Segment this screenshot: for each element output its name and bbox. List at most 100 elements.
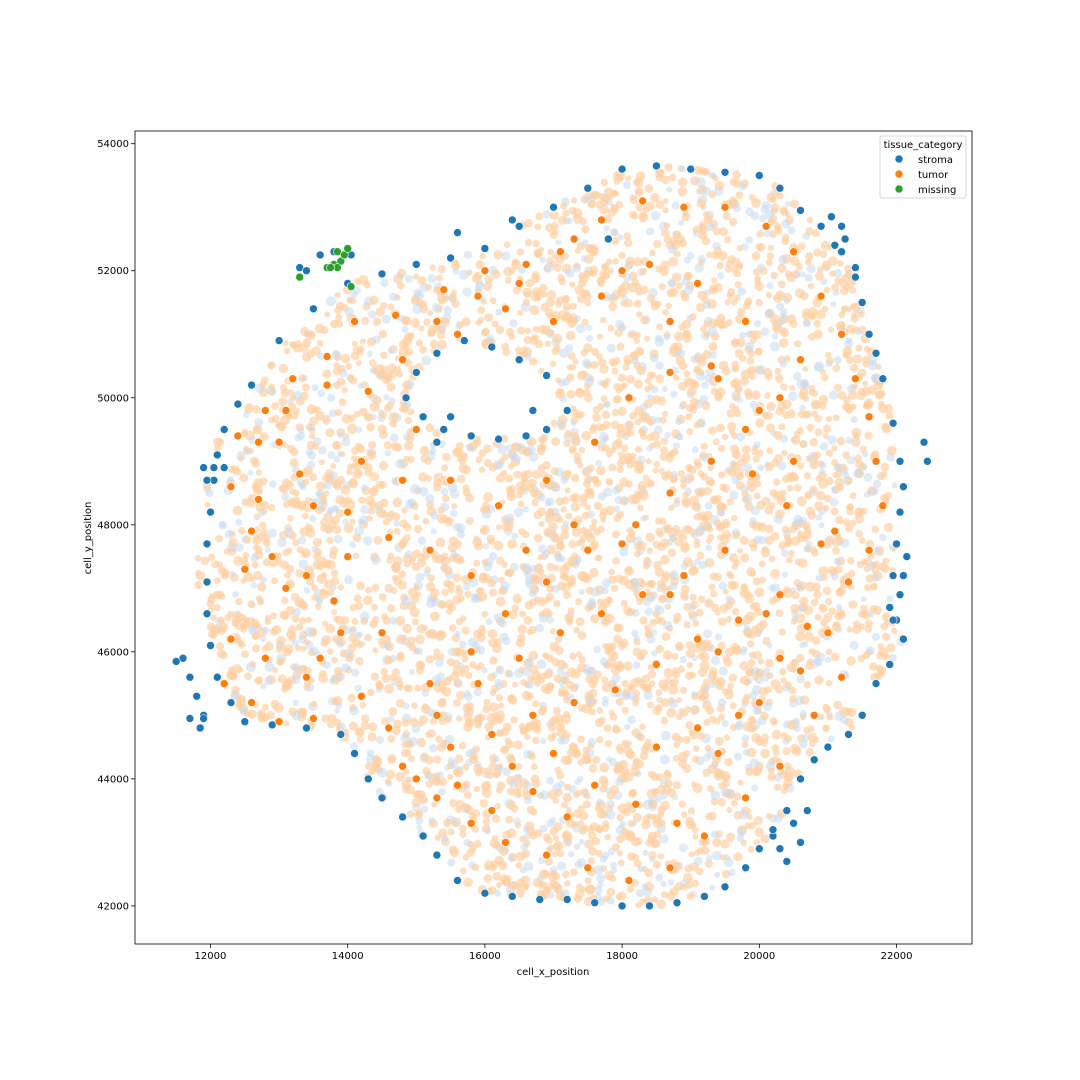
point-tumor	[871, 456, 881, 466]
point-tumor	[226, 634, 236, 644]
tissue-texture-dot	[498, 619, 507, 628]
point-stroma	[274, 336, 284, 345]
tissue-texture-dot	[637, 865, 645, 873]
tissue-texture-dot	[547, 248, 554, 256]
tissue-texture-dot	[848, 390, 858, 400]
y-tick-label: 52000	[97, 266, 129, 277]
tissue-texture-dot	[432, 428, 442, 438]
tissue-texture-dot	[707, 533, 715, 541]
tissue-texture-dot	[692, 745, 700, 752]
tissue-texture-dot	[613, 514, 622, 522]
point-tumor	[741, 793, 750, 803]
tissue-texture-dot	[321, 714, 330, 723]
tissue-texture-dot	[581, 239, 589, 247]
tissue-texture-dot	[795, 631, 806, 642]
tissue-texture-dot	[709, 884, 716, 891]
tissue-texture-dot	[677, 177, 688, 187]
tissue-texture-dot	[633, 757, 641, 766]
tissue-texture-dot	[657, 811, 665, 819]
point-tumor	[761, 609, 771, 619]
point-stroma	[202, 475, 212, 485]
tissue-texture-dot	[718, 471, 726, 479]
tissue-texture-dot	[417, 720, 424, 727]
point-tumor	[693, 279, 702, 288]
tissue-texture-dot	[768, 555, 776, 563]
tissue-texture-dot	[272, 624, 282, 635]
tissue-texture-dot	[411, 618, 419, 626]
tissue-texture-dot	[539, 705, 548, 714]
tissue-texture-dot	[751, 197, 761, 208]
point-stroma	[754, 844, 764, 854]
tissue-texture-dot	[389, 433, 399, 443]
tissue-texture-dot	[522, 287, 533, 298]
point-tumor	[549, 749, 558, 758]
tissue-texture-dot	[781, 787, 788, 795]
tissue-texture-dot	[624, 238, 633, 248]
point-tumor	[261, 653, 270, 663]
tissue-texture-dot	[701, 381, 709, 390]
tissue-texture-dot	[852, 354, 863, 364]
tissue-texture-dot	[599, 762, 610, 773]
tissue-texture-dot	[604, 834, 611, 841]
point-stroma	[514, 222, 524, 231]
tissue-texture-dot	[702, 768, 711, 777]
tissue-texture-dot	[289, 458, 299, 468]
tissue-texture-dot	[380, 498, 389, 508]
tissue-texture-dot	[799, 440, 807, 448]
tissue-texture-dot	[749, 400, 758, 410]
tissue-texture-dot	[517, 309, 524, 316]
tissue-texture-dot	[730, 581, 739, 590]
tissue-texture-dot	[680, 543, 690, 553]
tissue-texture-dot	[741, 445, 751, 454]
legend-title: tissue_category	[884, 140, 963, 151]
tissue-texture-dot	[475, 587, 483, 594]
tissue-texture-dot	[266, 711, 275, 720]
tissue-texture-dot	[751, 666, 760, 675]
tissue-texture-dot	[753, 441, 761, 449]
tissue-texture-dot	[749, 373, 756, 381]
tissue-texture-dot	[728, 673, 738, 683]
tissue-texture-dot	[247, 469, 254, 476]
x-axis-label: cell_x_position	[517, 967, 590, 978]
tissue-texture-dot	[605, 809, 616, 820]
point-tumor	[775, 393, 785, 403]
point-missing	[333, 247, 342, 256]
tissue-texture-dot	[735, 481, 745, 491]
tissue-texture-dot	[825, 535, 835, 545]
point-stroma	[213, 450, 222, 460]
tissue-texture-dot	[585, 293, 592, 300]
tissue-texture-dot	[596, 736, 604, 744]
tissue-texture-dot	[746, 677, 753, 684]
tissue-texture-dot	[849, 519, 857, 527]
tissue-texture-dot	[689, 730, 699, 740]
point-stroma	[202, 609, 212, 619]
tissue-texture-dot	[341, 437, 351, 447]
tissue-texture-dot	[610, 651, 619, 661]
tissue-texture-dot	[461, 626, 470, 635]
tissue-texture-dot	[695, 608, 704, 617]
point-tumor	[542, 577, 551, 587]
tissue-texture-dot	[298, 374, 307, 383]
tissue-texture-dot	[732, 531, 741, 540]
tissue-texture-dot	[542, 870, 550, 878]
tissue-texture-dot	[338, 398, 347, 406]
tissue-texture-dot	[558, 215, 567, 225]
point-tumor	[302, 672, 311, 682]
tissue-texture-dot	[402, 342, 410, 350]
tissue-texture-dot	[524, 218, 533, 228]
tissue-texture-dot	[433, 286, 441, 294]
point-tumor	[851, 374, 860, 384]
tissue-texture-dot	[447, 858, 456, 867]
tissue-texture-dot	[415, 634, 425, 645]
tissue-texture-dot	[278, 363, 289, 374]
tissue-texture-dot	[646, 547, 653, 554]
tissue-texture-dot	[396, 651, 405, 659]
tissue-texture-dot	[280, 611, 289, 620]
point-stroma	[418, 412, 428, 422]
tissue-texture-dot	[799, 387, 809, 397]
tissue-texture-dot	[538, 367, 545, 375]
tissue-texture-dot	[256, 488, 264, 496]
tissue-texture-dot	[297, 501, 306, 510]
point-tumor	[521, 260, 531, 269]
tissue-texture-dot	[727, 421, 737, 431]
